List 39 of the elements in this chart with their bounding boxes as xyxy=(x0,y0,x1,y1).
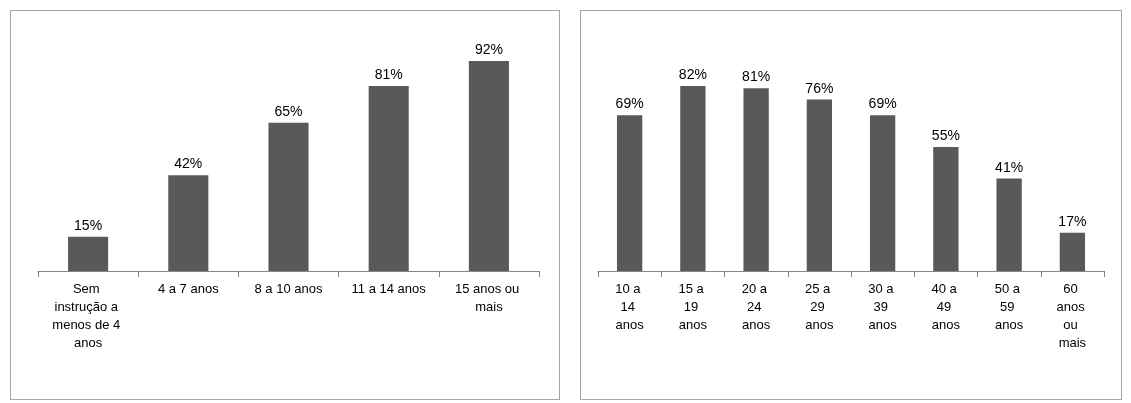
x-tick-label: 10 a 14 anos xyxy=(615,280,645,332)
bar xyxy=(996,178,1022,271)
data-label: 81% xyxy=(374,66,403,83)
bar xyxy=(806,99,833,271)
bar xyxy=(468,61,509,271)
data-label: 41% xyxy=(995,158,1024,175)
data-label: 15% xyxy=(74,216,103,233)
bar xyxy=(869,115,896,271)
data-label: 69% xyxy=(868,95,897,112)
x-tick-label: 60 anos ou mais xyxy=(1056,280,1089,350)
bar xyxy=(616,115,643,271)
x-tick-label: 4 a 7 anos xyxy=(157,280,220,296)
x-tick-label: 50 a 59 anos xyxy=(994,280,1024,332)
data-label: 76% xyxy=(805,79,834,96)
data-label: 69% xyxy=(615,95,644,112)
x-tick-label: 15 anos ou mais xyxy=(454,280,523,314)
x-tick-label: 11 a 14 anos xyxy=(351,280,427,296)
x-tick-label: 40 a 49 anos xyxy=(931,280,961,332)
bar xyxy=(680,86,706,271)
bar xyxy=(68,236,109,271)
x-tick-label: 25 a 29 anos xyxy=(804,280,834,332)
data-label: 55% xyxy=(931,126,960,143)
data-label: 82% xyxy=(678,66,707,82)
bar xyxy=(1059,232,1086,271)
bar xyxy=(268,122,309,271)
data-label: 65% xyxy=(274,102,303,119)
x-tick-label: 20 a 24 anos xyxy=(741,280,771,332)
x-tick-label: 8 a 10 anos xyxy=(254,280,323,296)
data-label: 17% xyxy=(1058,212,1087,229)
x-tick-label: 30 a 39 anos xyxy=(868,280,898,332)
bar xyxy=(368,86,409,271)
data-label: 81% xyxy=(742,68,771,85)
x-tick-label: 15 a 19 anos xyxy=(678,280,708,332)
bar xyxy=(168,175,209,271)
data-label: 92% xyxy=(474,41,503,57)
bar xyxy=(743,88,769,271)
data-label: 42% xyxy=(174,155,203,172)
bar xyxy=(933,146,959,271)
x-tick-label: Sem instrução a menos de 4 anos xyxy=(52,280,124,350)
